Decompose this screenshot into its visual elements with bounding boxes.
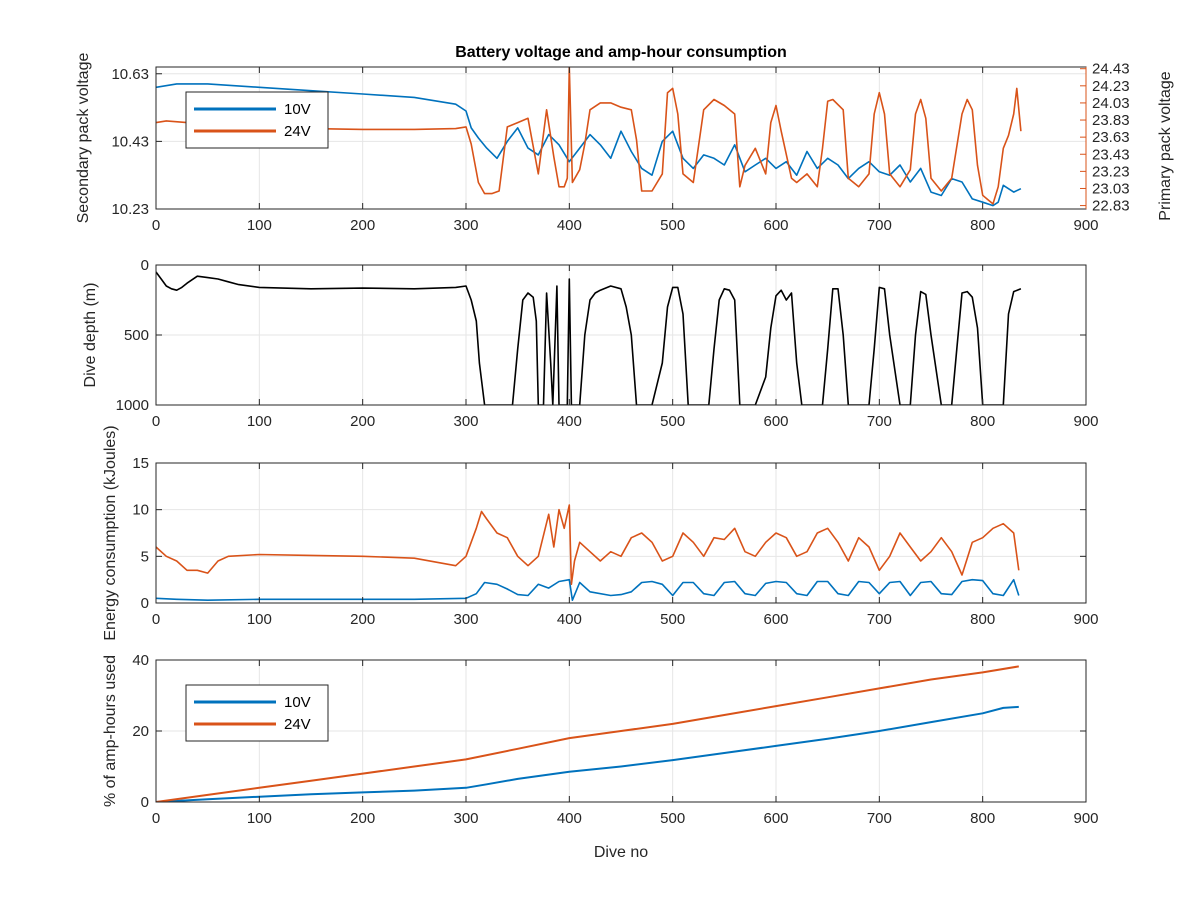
y-tick-label: 10.43: [111, 133, 149, 150]
y-axis-label: Secondary pack voltage: [75, 53, 92, 224]
series-line-10v: [156, 83, 1022, 207]
y-tick-label: 15: [132, 455, 149, 472]
x-tick-label: 0: [152, 217, 160, 234]
y-axis-label: Dive depth (m): [82, 283, 99, 388]
x-tick-label: 600: [763, 413, 788, 430]
x-tick-label: 500: [660, 810, 685, 827]
x-tick-label: 100: [247, 413, 272, 430]
subplot-dive-depth: 0 100 200 300 400 500 600 700 800 900 0 500 1000 Dive…: [82, 257, 1099, 430]
y2-axis-label: Primary pack voltage: [1157, 71, 1174, 220]
y2-tick-label: 23.23: [1092, 163, 1130, 180]
legend-label: 24V: [284, 123, 311, 140]
x-tick-label: 300: [453, 413, 478, 430]
x-tick-label: 100: [247, 810, 272, 827]
series-line-10v: [156, 705, 1019, 802]
x-tick-label: 800: [970, 217, 995, 234]
x-tick-label: 900: [1073, 217, 1098, 234]
x-tick-label: 400: [557, 810, 582, 827]
legend-box: [185, 684, 329, 742]
axes-box: [155, 462, 1087, 604]
x-tick-label: 700: [867, 810, 892, 827]
legend-label: 24V: [284, 716, 311, 733]
x-tick-label: 900: [1073, 810, 1098, 827]
x-tick-label: 600: [763, 810, 788, 827]
y2-tick-label: 23.63: [1092, 129, 1130, 146]
series-line-24v: [156, 504, 1020, 586]
x-tick-label: 800: [970, 611, 995, 628]
y-tick-label: 40: [132, 652, 149, 669]
y2-tick-label: 22.83: [1092, 198, 1130, 215]
x-tick-label: 100: [247, 611, 272, 628]
y2-tick-label: 23.43: [1092, 146, 1130, 163]
x-tick-label: 400: [557, 611, 582, 628]
y-axis-label: Energy consumption (kJoules): [102, 425, 119, 640]
legend-label: 10V: [284, 694, 311, 711]
x-tick-label: 200: [350, 611, 375, 628]
y-tick-label: 0: [141, 794, 149, 811]
x-tick-label: 900: [1073, 611, 1098, 628]
x-tick-label: 100: [247, 217, 272, 234]
series-line-24v: [156, 67, 1022, 205]
x-tick-label: 400: [557, 413, 582, 430]
y-tick-label: 0: [141, 257, 149, 274]
y2-tick-label: 24.23: [1092, 78, 1130, 95]
y-tick-label: 5: [141, 548, 149, 565]
subplot-energy-consumption: 0 100 200 300 400 500 600 700 800 900 0 5 10 15 Energy…: [102, 425, 1099, 640]
x-tick-label: 600: [763, 217, 788, 234]
x-tick-label: 500: [660, 611, 685, 628]
y2-tick-label: 24.03: [1092, 95, 1130, 112]
plot-area: [156, 463, 1086, 603]
x-tick-label: 400: [557, 217, 582, 234]
figure-title: Battery voltage and amp-hour consumption: [455, 44, 787, 61]
y-tick-label: 0: [141, 595, 149, 612]
y2-tick-label: 23.83: [1092, 112, 1130, 129]
x-tick-label: 300: [453, 810, 478, 827]
x-tick-label: 900: [1073, 413, 1098, 430]
y-tick-label: 20: [132, 723, 149, 740]
x-tick-label: 0: [152, 413, 160, 430]
y2-tick-label: 23.03: [1092, 180, 1130, 197]
x-tick-label: 500: [660, 217, 685, 234]
y-tick-label: 10.23: [111, 201, 149, 218]
y-tick-label: 1000: [116, 397, 149, 414]
legend-box: [185, 91, 329, 149]
x-tick-label: 200: [350, 217, 375, 234]
subplot-voltage: 0 100 200 300 400 500 600 700 800 900 10.23 10.43 10…: [75, 53, 1174, 234]
y-tick-label: 10: [132, 502, 149, 519]
x-axis-label: Dive no: [594, 844, 648, 861]
x-tick-label: 0: [152, 810, 160, 827]
x-tick-label: 200: [350, 810, 375, 827]
y-tick-label: 500: [124, 327, 149, 344]
x-tick-label: 200: [350, 413, 375, 430]
x-tick-label: 300: [453, 611, 478, 628]
x-tick-label: 300: [453, 217, 478, 234]
x-tick-label: 500: [660, 413, 685, 430]
x-tick-label: 800: [970, 413, 995, 430]
x-tick-label: 700: [867, 611, 892, 628]
x-tick-label: 600: [763, 611, 788, 628]
series-line-24v: [156, 665, 1019, 802]
x-tick-label: 800: [970, 810, 995, 827]
x-tick-label: 700: [867, 217, 892, 234]
series-line-dive-depth: [156, 271, 1022, 405]
y2-tick-label: 24.43: [1092, 61, 1130, 78]
y-axis-label: % of amp-hours used: [102, 655, 119, 807]
subplot-amp-hours: 0 100 200 300 400 500 600 700 800 900 0 20 40 % of am…: [102, 652, 1099, 827]
y-tick-label: 10.63: [111, 66, 149, 83]
legend-label: 10V: [284, 101, 311, 118]
x-tick-label: 0: [152, 611, 160, 628]
x-tick-label: 700: [867, 413, 892, 430]
series-line-10v: [156, 578, 1020, 602]
